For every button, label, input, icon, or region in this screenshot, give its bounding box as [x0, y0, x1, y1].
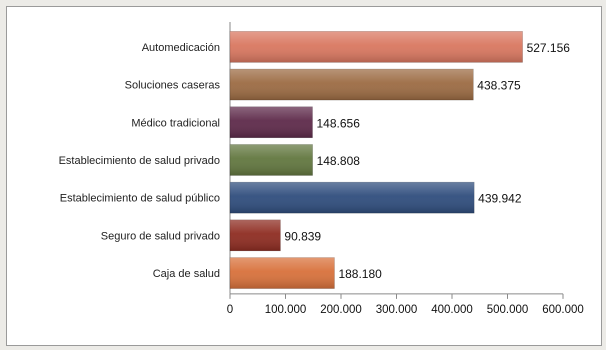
bar-highlight [230, 106, 313, 138]
x-tick-label: 500.000 [487, 304, 529, 316]
chart-frame [6, 6, 602, 346]
data-label: 188.180 [338, 267, 382, 281]
x-tick-label: 200.000 [320, 304, 362, 316]
data-label: 439.942 [478, 192, 522, 206]
bar-highlight [230, 219, 281, 251]
bar-highlight [230, 31, 523, 63]
category-label: Médico tradicional [131, 117, 220, 129]
x-tick-label: 0 [227, 304, 233, 316]
data-label: 148.808 [317, 154, 361, 168]
category-label: Soluciones caseras [125, 80, 221, 92]
category-label: Automedicación [142, 42, 220, 54]
bar-highlight [230, 257, 335, 289]
category-label: Seguro de salud privado [101, 230, 220, 242]
data-label: 438.375 [477, 79, 521, 93]
x-tick-label: 400.000 [431, 304, 473, 316]
data-label: 527.156 [527, 41, 571, 55]
data-label: 90.839 [284, 229, 321, 243]
category-label: Caja de salud [153, 268, 220, 280]
bar-highlight [230, 144, 313, 176]
plot-area: Automedicación 527.156 Soluciones caseras 4… [59, 22, 584, 316]
category-label: Establecimiento de salud privado [59, 155, 220, 167]
bar-highlight [230, 182, 475, 214]
x-tick-label: 100.000 [265, 304, 307, 316]
data-label: 148.656 [317, 116, 361, 130]
bar-highlight [230, 69, 474, 101]
x-tick-label: 300.000 [376, 304, 418, 316]
category-label: Establecimiento de salud público [60, 193, 220, 205]
x-tick-label: 600.000 [542, 304, 584, 316]
